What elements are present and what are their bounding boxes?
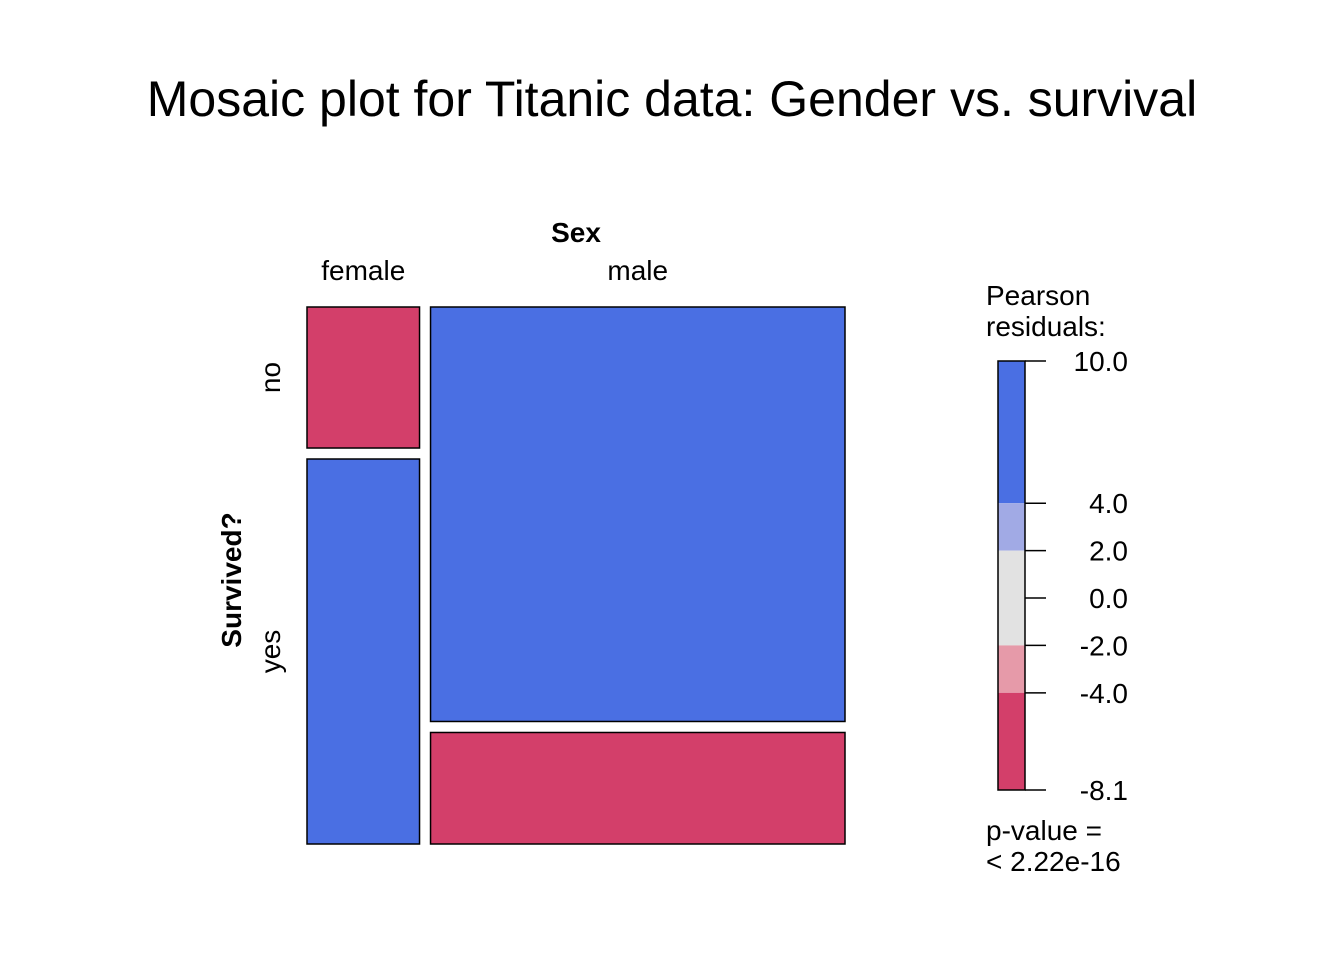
x-level-label-male: male [607, 255, 668, 286]
legend-title-line-1: Pearson [986, 280, 1090, 311]
legend-band-8-1-to-4 [998, 692, 1025, 790]
legend-tick-label-8-1: -8.1 [1080, 775, 1128, 806]
y-level-label-no: no [255, 362, 286, 393]
tile-male-no [429, 306, 846, 723]
legend-bar-border [997, 360, 1026, 791]
legend-tick-label-4-0: 4.0 [1089, 488, 1128, 519]
chart-title: Mosaic plot for Titanic data: Gender vs.… [147, 71, 1197, 127]
legend-tick-label-4-0: -4.0 [1080, 678, 1128, 709]
legend: Pearson residuals: 10.0 4.0 2.0 0.0 -2.0 -4.0… [986, 280, 1128, 877]
p-value-line-1: p-value = [986, 815, 1102, 846]
y-variable-label: Survived? [216, 512, 247, 647]
legend-band-4-to-2 [998, 645, 1025, 693]
tile-female-no [306, 306, 421, 449]
tile-female-yes [306, 458, 421, 845]
p-value-line-2: < 2.22e-16 [986, 846, 1121, 877]
legend-color-bands [997, 360, 1026, 791]
mosaic-tiles [306, 306, 846, 845]
legend-tick-label-2-0: 2.0 [1089, 536, 1128, 567]
legend-title-line-2: residuals: [986, 311, 1106, 342]
tile-male-yes [429, 731, 846, 845]
y-level-labels: no yes [255, 362, 286, 673]
legend-tick-label-0-0: 0.0 [1089, 583, 1128, 614]
legend-band-4-to-10 [998, 361, 1025, 504]
x-level-labels: female male [321, 255, 668, 286]
legend-ticks: 10.0 4.0 2.0 0.0 -2.0 -4.0 -8.1 [1025, 346, 1128, 806]
y-level-label-yes: yes [255, 630, 286, 674]
p-value-text: p-value = < 2.22e-16 [986, 815, 1121, 877]
legend-band-2-to-4 [998, 503, 1025, 551]
legend-tick-label-2-0: -2.0 [1080, 630, 1128, 661]
legend-tick-label-10-0: 10.0 [1074, 346, 1129, 377]
x-level-label-female: female [321, 255, 405, 286]
legend-band-2-to-2 [998, 550, 1025, 646]
legend-title: Pearson residuals: [986, 280, 1106, 342]
x-variable-label: Sex [551, 217, 601, 248]
